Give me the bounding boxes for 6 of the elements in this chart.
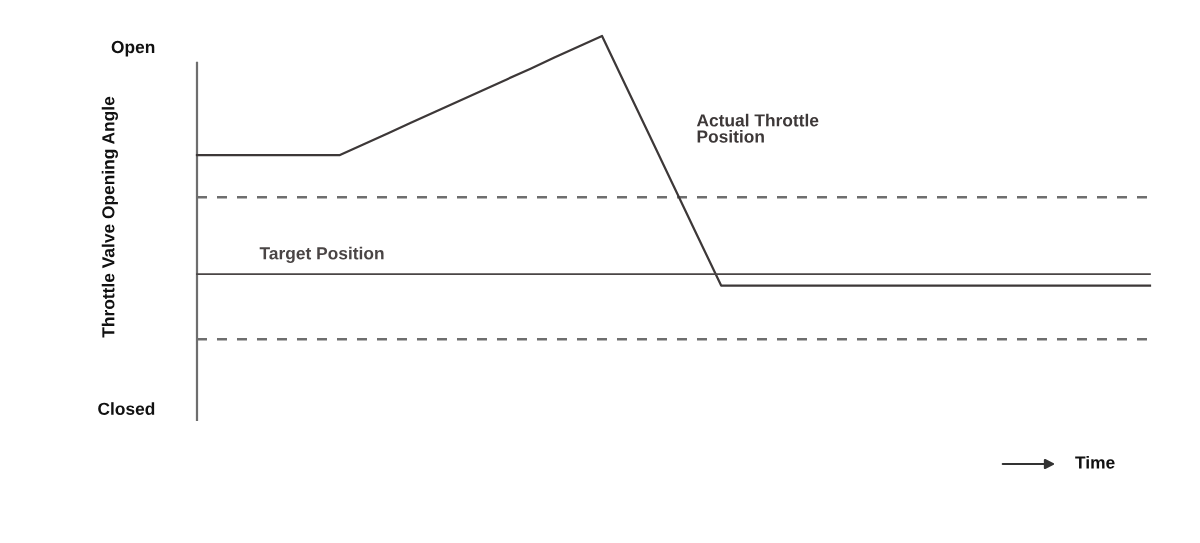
text: Open — [111, 40, 155, 57]
text: Closed — [98, 402, 155, 415]
x-axis-title: Time — [1075, 455, 1115, 469]
y-axis-title: Throttle Valve Opening Angle — [101, 96, 118, 338]
series-label: Target Position — [259, 246, 384, 263]
text: Actual Throttle Position — [696, 113, 819, 143]
